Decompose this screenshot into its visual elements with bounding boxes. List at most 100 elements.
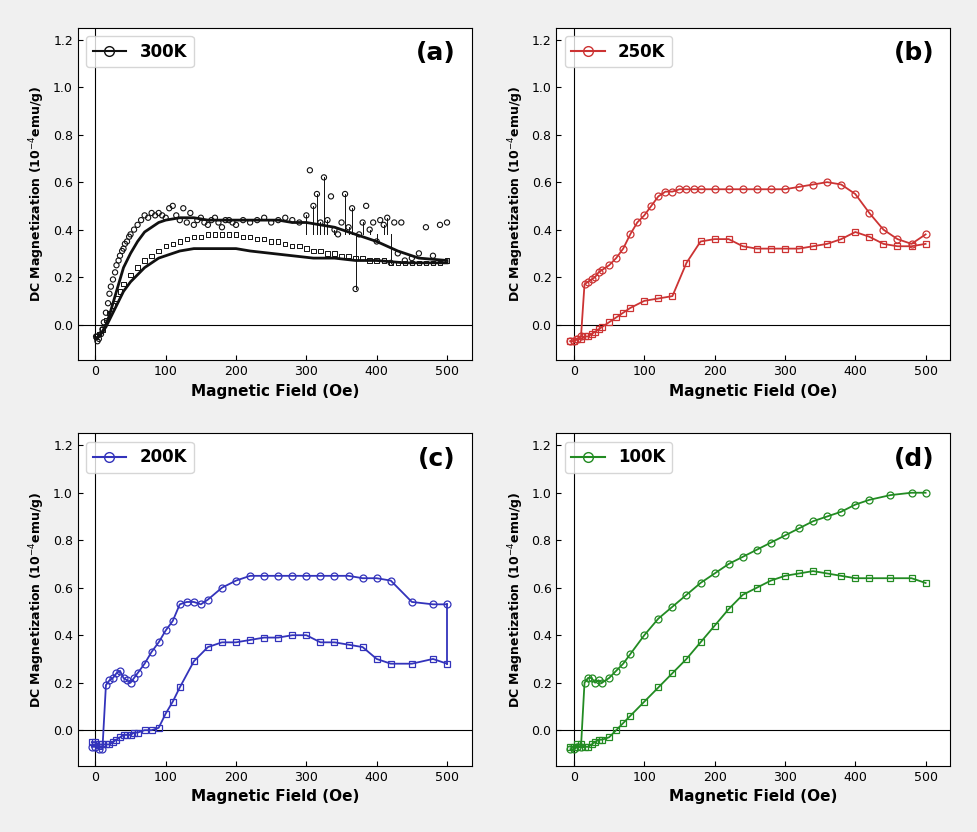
Point [372,214,388,227]
Point [425,256,441,270]
Legend: 300K: 300K [86,36,193,67]
Point [154,209,170,222]
Point [186,218,201,231]
Point [214,220,230,234]
Point [133,214,149,227]
Point [207,228,223,241]
Point [103,280,118,293]
Point [256,211,272,225]
Point [93,328,108,341]
Point [228,218,243,231]
Point [179,215,194,229]
Point [221,214,236,227]
Point [375,218,391,231]
Point [106,299,121,312]
Point [221,228,236,241]
Point [425,249,441,262]
Point [172,214,188,227]
Point [319,214,335,227]
Point [235,214,251,227]
Point [386,215,402,229]
Point [112,249,128,262]
Point [404,256,419,270]
Point [316,171,331,184]
Point [88,329,104,343]
Point [361,254,377,267]
Point [340,220,356,234]
Point [270,214,285,227]
Point [418,256,434,270]
Point [256,232,272,245]
Y-axis label: DC Magnetization (10$^{-4}$emu/g): DC Magnetization (10$^{-4}$emu/g) [506,492,526,708]
Point [214,228,230,241]
Point [91,328,106,341]
Point [333,215,349,229]
Point [242,215,258,229]
Point [91,332,106,345]
Point [110,254,126,267]
Point [277,237,293,250]
Point [150,206,166,220]
Point [115,242,131,255]
Point [397,256,412,270]
Point [183,206,198,220]
Point [393,215,408,229]
Point [355,251,370,265]
Point [144,249,159,262]
Point [368,254,384,267]
Point [186,230,201,244]
Point [179,232,194,245]
Point [277,211,293,225]
Point [106,273,121,286]
Point [102,287,117,300]
Point [361,223,377,236]
Point [365,215,381,229]
Point [144,206,159,220]
Point [418,220,434,234]
X-axis label: Magnetic Field (Oe): Magnetic Field (Oe) [191,790,359,805]
Point [200,218,216,231]
Point [355,215,370,229]
Point [397,254,412,267]
Point [137,254,152,267]
Point [375,254,391,267]
Point [298,242,314,255]
Point [284,214,300,227]
Point [291,240,307,253]
Point [333,249,349,262]
Point [175,201,191,215]
Point [305,199,320,212]
Legend: 200K: 200K [86,442,193,473]
Point [340,249,356,262]
Point [107,265,123,279]
Point [140,211,155,225]
X-axis label: Magnetic Field (Oe): Magnetic Field (Oe) [668,384,836,399]
X-axis label: Magnetic Field (Oe): Magnetic Field (Oe) [191,384,359,399]
Point [98,306,113,319]
Point [192,211,208,225]
Point [228,228,243,241]
X-axis label: Magnetic Field (Oe): Magnetic Field (Oe) [668,790,836,805]
Point [168,209,184,222]
Point [122,268,138,281]
Point [383,256,399,270]
Point [115,278,131,291]
Point [313,245,328,258]
Point [130,261,146,275]
Point [337,187,353,201]
Point [348,282,363,295]
Point [218,214,234,227]
Point [126,223,142,236]
Point [121,230,137,244]
Point [108,292,124,305]
Point [439,215,454,229]
Point [270,235,285,248]
Point [249,232,265,245]
Point [263,215,278,229]
Point [137,209,152,222]
Point [88,329,104,343]
Point [172,235,188,248]
Point [157,211,173,225]
Point [235,230,251,244]
Point [200,228,216,241]
